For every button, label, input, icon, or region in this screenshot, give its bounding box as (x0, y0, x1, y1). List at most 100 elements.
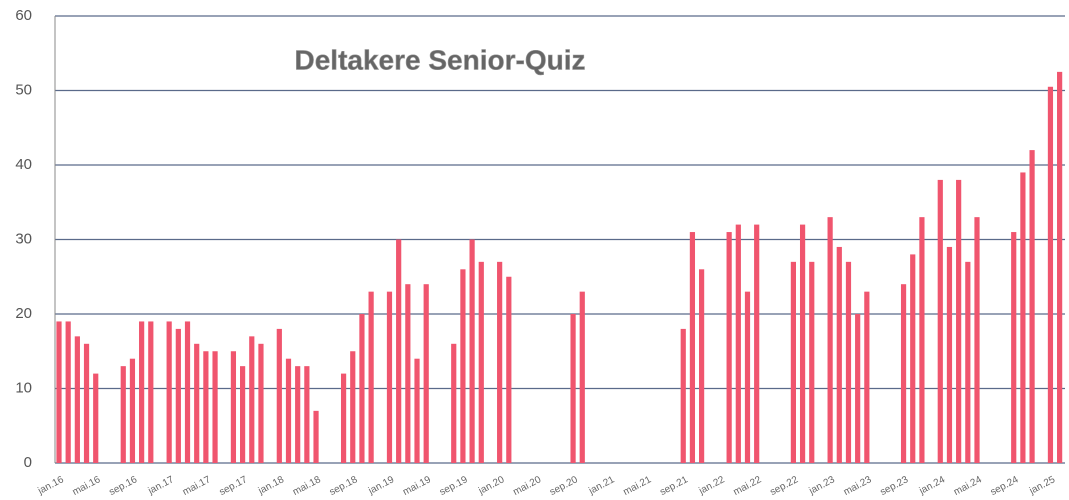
x-tick-label: jan.17 (146, 474, 176, 497)
bar (827, 217, 833, 463)
bar (790, 261, 796, 463)
bar (497, 261, 503, 463)
x-tick-label: jan.25 (1027, 474, 1057, 497)
bar (368, 291, 374, 463)
x-tick-label: jan.16 (36, 474, 66, 497)
bar (570, 314, 576, 463)
x-tick-label: mai.24 (952, 474, 984, 498)
bar (65, 321, 71, 463)
bar (56, 321, 62, 463)
bar (864, 291, 870, 463)
bar (900, 284, 907, 463)
chart-title: Deltakere Senior-Quiz (295, 44, 586, 75)
y-tick-label: 30 (15, 230, 32, 247)
y-tick-label: 60 (15, 7, 32, 24)
x-tick-label: jan.20 (476, 474, 506, 497)
bar (285, 358, 292, 463)
bar (129, 358, 136, 463)
bar (276, 328, 282, 463)
bar (744, 291, 751, 463)
bar (809, 261, 815, 463)
bar (139, 321, 145, 463)
bar (212, 351, 218, 463)
bar (974, 217, 980, 463)
x-tick-label: jan.19 (366, 474, 396, 497)
x-tick-label: jan.18 (256, 474, 286, 497)
bar (120, 366, 126, 463)
bar (680, 328, 686, 463)
bar (148, 321, 154, 463)
bar (726, 232, 732, 463)
y-tick-label: 50 (15, 81, 32, 98)
bar (451, 343, 457, 463)
bar (405, 284, 411, 463)
bar (350, 351, 356, 463)
bar (956, 179, 962, 463)
x-tick-label: mai.20 (511, 474, 543, 498)
bar (1029, 150, 1035, 463)
x-tick-label: sep.22 (768, 474, 800, 498)
x-tick-label: jan.22 (697, 474, 727, 497)
bar (469, 239, 475, 463)
bar (937, 179, 943, 463)
bar (754, 224, 760, 463)
bar (699, 269, 705, 463)
x-tick-label: sep.23 (879, 474, 911, 498)
bar (359, 314, 365, 463)
x-tick-label: mai.16 (71, 474, 103, 498)
x-tick-label: sep.21 (658, 474, 690, 498)
bar (258, 343, 264, 463)
bar (230, 351, 237, 463)
bar (506, 276, 512, 463)
y-tick-label: 40 (15, 156, 32, 173)
x-tick-label: sep.24 (989, 474, 1021, 498)
x-tick-label: jan.23 (807, 474, 837, 497)
bar (184, 321, 191, 463)
bar (1057, 71, 1063, 463)
y-tick-label: 10 (15, 379, 32, 396)
x-tick-label: sep.19 (438, 474, 470, 498)
x-tick-label: sep.17 (218, 474, 250, 498)
x-tick-label: mai.23 (842, 474, 874, 498)
bar (946, 246, 953, 463)
x-tick-label: mai.21 (622, 474, 654, 498)
bar (836, 246, 842, 463)
y-tick-label: 0 (24, 454, 32, 471)
bar (304, 366, 310, 463)
bar (313, 410, 319, 463)
x-tick-label: jan.24 (917, 474, 947, 497)
y-tick-label: 20 (15, 305, 32, 322)
bar (74, 336, 80, 463)
x-tick-label: mai.18 (291, 474, 323, 498)
bar (689, 232, 696, 463)
bar (855, 314, 861, 463)
bar (799, 224, 806, 463)
bar (1020, 172, 1026, 463)
bar (83, 343, 90, 463)
bar (460, 269, 466, 463)
bar (579, 291, 585, 463)
bar (414, 358, 420, 463)
bar (93, 373, 99, 463)
bar (340, 373, 347, 463)
bar (175, 328, 181, 463)
bar (965, 261, 971, 463)
bar (240, 366, 246, 463)
bar (194, 343, 200, 463)
bar (478, 261, 484, 463)
bar (1047, 86, 1054, 464)
x-tick-label: sep.16 (107, 474, 139, 498)
bar (249, 336, 255, 463)
bar (203, 351, 209, 463)
x-tick-label: jan.21 (586, 474, 616, 497)
bar (386, 291, 393, 463)
bar (396, 239, 402, 463)
bar (166, 321, 172, 463)
x-tick-label: mai.17 (181, 474, 213, 498)
x-tick-label: sep.20 (548, 474, 580, 498)
bar (1011, 232, 1017, 463)
x-tick-label: mai.22 (732, 474, 764, 498)
bar (735, 224, 741, 463)
bar (423, 284, 429, 463)
